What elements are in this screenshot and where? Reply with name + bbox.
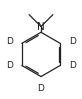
Text: D: D bbox=[6, 37, 13, 46]
Text: D: D bbox=[69, 61, 76, 70]
Text: D: D bbox=[6, 61, 13, 70]
Text: D: D bbox=[69, 37, 76, 46]
Text: N: N bbox=[37, 22, 45, 32]
Text: D: D bbox=[38, 84, 44, 93]
